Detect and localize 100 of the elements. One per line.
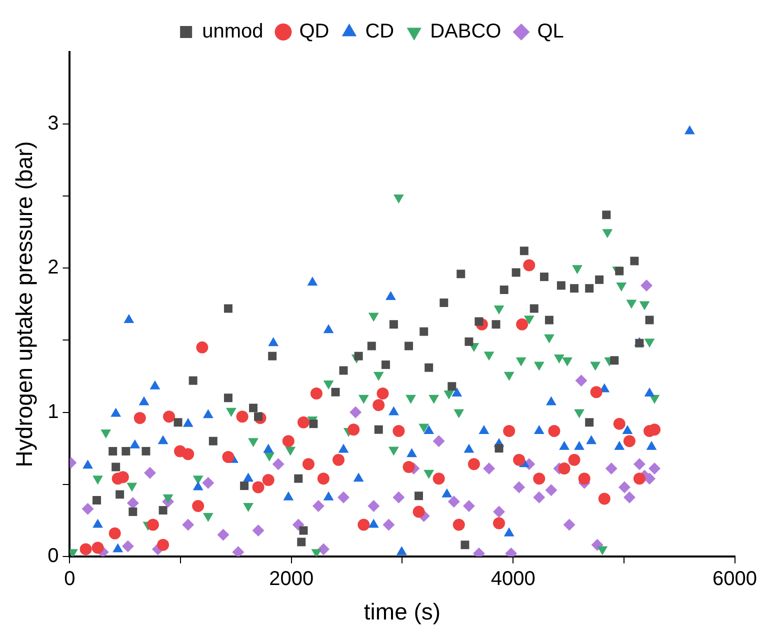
point: [630, 256, 639, 266]
point: [534, 425, 544, 434]
point: [513, 481, 526, 494]
point: [393, 194, 404, 204]
point: [633, 472, 646, 485]
point: [182, 518, 194, 531]
point: [224, 394, 232, 402]
point: [524, 316, 534, 325]
point: [613, 418, 626, 430]
point: [158, 506, 168, 515]
point: [236, 410, 248, 423]
point: [545, 484, 558, 496]
point: [323, 491, 334, 500]
point: [440, 298, 448, 307]
point: [282, 435, 294, 448]
point: [493, 517, 505, 530]
point: [157, 538, 170, 551]
point: [108, 446, 118, 456]
point: [492, 320, 500, 329]
point: [504, 372, 514, 381]
point: [512, 268, 520, 277]
point: [402, 461, 415, 474]
point: [331, 388, 340, 396]
point: [268, 352, 277, 360]
point: [208, 436, 218, 446]
point: [388, 446, 399, 456]
legend-label: unmod: [202, 20, 264, 43]
point: [376, 388, 389, 400]
point: [590, 362, 601, 371]
point: [639, 301, 650, 310]
y-tick-label: 3: [48, 112, 59, 135]
point: [80, 543, 92, 556]
legend-label: DABCO: [430, 20, 502, 43]
point: [374, 425, 383, 434]
point: [82, 502, 94, 515]
point: [578, 472, 590, 485]
point: [464, 337, 474, 346]
point: [615, 266, 624, 276]
point: [412, 506, 425, 518]
point: [432, 472, 445, 485]
point: [302, 458, 314, 470]
point: [483, 462, 496, 474]
point: [283, 491, 294, 500]
point: [570, 284, 579, 293]
point: [108, 527, 121, 540]
point: [414, 492, 423, 500]
point: [354, 352, 363, 360]
point: [520, 246, 528, 256]
point: [332, 454, 345, 466]
point: [312, 500, 324, 512]
point: [368, 500, 380, 512]
point: [645, 316, 654, 324]
y-axis-title: Hydrogen uptake pressure (bar): [11, 141, 38, 468]
point: [128, 507, 138, 516]
point: [428, 394, 440, 404]
point: [534, 362, 544, 371]
point: [562, 357, 572, 366]
point: [448, 496, 460, 508]
point: [558, 462, 570, 474]
point: [644, 338, 655, 348]
point: [456, 270, 466, 278]
point: [404, 342, 414, 350]
point: [192, 481, 204, 490]
point: [196, 341, 208, 354]
point: [174, 445, 186, 458]
point: [217, 528, 230, 541]
y-tick-label: 2: [48, 256, 59, 279]
point: [563, 518, 576, 531]
point: [297, 538, 306, 546]
point: [368, 518, 379, 528]
point: [373, 372, 384, 381]
point: [163, 410, 176, 423]
point: [568, 454, 580, 466]
point: [122, 446, 130, 456]
x-tick-label: 6000: [712, 568, 758, 590]
point: [92, 496, 102, 504]
point: [544, 334, 554, 344]
point: [92, 542, 104, 554]
point: [372, 399, 385, 412]
point: [358, 518, 370, 531]
y-tick-label: 1: [48, 400, 59, 423]
point: [144, 466, 156, 479]
point: [389, 320, 398, 329]
x-axis-title: time (s): [364, 598, 441, 625]
point: [504, 527, 514, 536]
point: [112, 543, 124, 552]
point: [626, 300, 637, 309]
point: [392, 491, 405, 504]
legend-label: QL: [537, 20, 564, 43]
point: [82, 460, 93, 469]
point: [299, 526, 308, 535]
point: [192, 500, 204, 512]
point: [420, 327, 428, 336]
point: [243, 472, 254, 482]
point: [424, 363, 434, 372]
point: [474, 317, 484, 326]
point: [513, 454, 526, 466]
point: [572, 265, 582, 274]
point: [294, 474, 303, 483]
point: [309, 420, 318, 428]
